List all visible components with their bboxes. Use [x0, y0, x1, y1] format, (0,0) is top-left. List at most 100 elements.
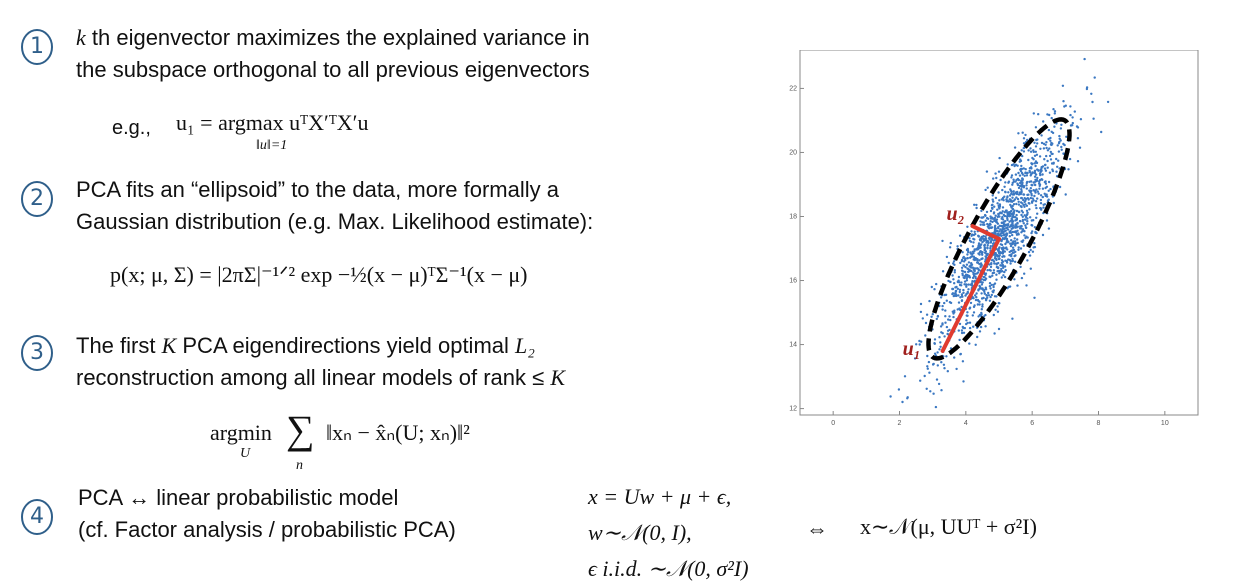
data-point [1083, 57, 1086, 61]
data-point [993, 216, 997, 220]
data-point [987, 226, 990, 230]
data-point [1042, 206, 1045, 209]
data-point [1059, 139, 1062, 142]
data-point [967, 268, 970, 271]
data-point [1020, 213, 1023, 217]
data-point [943, 293, 946, 297]
data-point [1027, 198, 1030, 201]
data-point [998, 212, 1001, 215]
data-point [1010, 223, 1013, 226]
data-point [941, 270, 945, 273]
data-point [1020, 180, 1023, 184]
data-point [1034, 231, 1037, 234]
data-point [968, 276, 972, 279]
data-point [1031, 184, 1034, 187]
data-point [953, 263, 956, 266]
data-point [1020, 276, 1024, 280]
data-point [989, 246, 992, 250]
data-point [951, 310, 954, 313]
data-point [995, 176, 998, 180]
data-point [951, 292, 955, 295]
data-point [1014, 240, 1017, 243]
data-point [991, 274, 994, 277]
data-point [1030, 200, 1034, 203]
data-point [1009, 259, 1012, 263]
data-point [976, 261, 979, 264]
data-point [1010, 192, 1013, 195]
data-point [928, 371, 931, 374]
data-point [1029, 248, 1032, 252]
data-point [901, 400, 904, 404]
data-point [1051, 168, 1054, 171]
data-point [1003, 185, 1006, 188]
data-point [1025, 284, 1028, 287]
item3-sum: ∑ [286, 407, 315, 452]
data-point [960, 281, 963, 284]
data-point [998, 156, 1001, 160]
data-point [1046, 159, 1049, 163]
data-point [1014, 216, 1017, 219]
data-point [971, 314, 974, 317]
data-point [972, 297, 975, 300]
data-point [975, 206, 978, 210]
data-point [997, 170, 1001, 173]
data-point [1010, 190, 1013, 194]
data-point [1014, 231, 1018, 234]
data-point [1047, 137, 1050, 141]
data-point [1056, 165, 1059, 168]
data-point [1078, 146, 1082, 149]
data-point [936, 364, 939, 367]
data-point [1024, 133, 1027, 137]
data-point [994, 196, 998, 200]
data-point [1014, 242, 1018, 245]
data-point [1029, 267, 1032, 270]
data-point [972, 311, 976, 314]
data-point [1052, 108, 1055, 111]
data-point [1033, 171, 1037, 175]
data-point [1011, 317, 1014, 320]
data-point [939, 341, 942, 344]
data-point [1053, 125, 1056, 128]
data-point [1030, 173, 1033, 176]
data-point [943, 335, 946, 338]
data-point [948, 315, 951, 318]
data-point [945, 299, 948, 302]
data-point [963, 326, 966, 330]
data-point [977, 235, 980, 238]
data-point [992, 200, 995, 203]
data-point [966, 273, 969, 277]
data-point [936, 351, 939, 354]
data-point [1041, 173, 1044, 176]
data-point [940, 331, 943, 334]
data-point [1002, 234, 1005, 237]
data-point [1034, 183, 1037, 187]
data-point [989, 295, 992, 299]
data-point [965, 319, 968, 322]
data-point [921, 317, 924, 320]
data-point [1027, 149, 1030, 152]
data-point [1041, 233, 1045, 237]
data-point [961, 325, 964, 329]
data-point [1029, 190, 1032, 193]
item4-line1: PCA ↔ linear probabilistic model [78, 485, 399, 510]
data-point [1071, 121, 1074, 125]
data-point [932, 392, 935, 395]
data-point [1046, 149, 1050, 152]
data-point [999, 178, 1002, 182]
data-point [1008, 194, 1012, 197]
data-point [1018, 210, 1021, 214]
data-point [994, 214, 997, 217]
data-point [988, 299, 992, 302]
data-point [960, 299, 964, 303]
data-point [1012, 212, 1015, 215]
data-point [983, 292, 986, 295]
data-point [949, 280, 952, 284]
data-point [989, 275, 992, 279]
data-point [1012, 190, 1015, 193]
data-point [1019, 159, 1023, 163]
data-point [968, 237, 971, 240]
data-point [992, 313, 995, 317]
data-point [1011, 230, 1015, 234]
data-point [978, 300, 981, 303]
data-point [963, 270, 967, 274]
